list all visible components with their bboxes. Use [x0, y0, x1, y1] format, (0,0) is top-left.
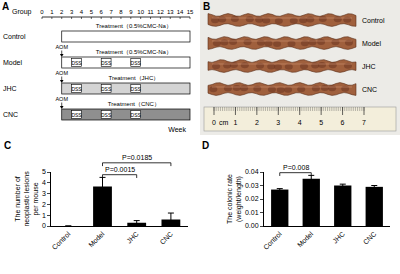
svg-text:6: 6 — [100, 9, 104, 15]
svg-text:0.01: 0.01 — [245, 209, 259, 216]
svg-text:P=0.0185: P=0.0185 — [122, 154, 152, 161]
svg-text:4: 4 — [42, 179, 46, 186]
svg-text:JHC: JHC — [3, 85, 17, 92]
svg-text:7: 7 — [109, 9, 113, 15]
svg-text:0.00: 0.00 — [245, 222, 259, 229]
svg-text:0.03: 0.03 — [245, 182, 259, 189]
svg-text:4: 4 — [298, 119, 302, 126]
svg-text:CNC: CNC — [362, 230, 378, 246]
svg-text:2: 2 — [60, 9, 64, 15]
svg-text:JHC: JHC — [362, 63, 376, 70]
svg-text:5: 5 — [90, 9, 94, 15]
svg-text:0: 0 — [212, 119, 216, 126]
svg-text:cm: cm — [219, 119, 229, 126]
svg-text:8: 8 — [119, 9, 123, 15]
svg-text:0.02: 0.02 — [245, 195, 259, 202]
svg-text:Control: Control — [51, 230, 72, 251]
svg-text:B: B — [203, 1, 210, 12]
svg-text:DSS: DSS — [101, 112, 112, 118]
svg-text:15: 15 — [187, 9, 194, 15]
svg-text:P=0.0015: P=0.0015 — [105, 166, 135, 173]
svg-text:JHC: JHC — [125, 230, 140, 245]
svg-text:4: 4 — [80, 9, 84, 15]
svg-text:10: 10 — [137, 9, 144, 15]
svg-text:D: D — [202, 140, 209, 151]
svg-text:5: 5 — [319, 119, 323, 126]
svg-text:Model: Model — [362, 40, 382, 47]
svg-text:3: 3 — [42, 190, 46, 197]
svg-text:DSS: DSS — [131, 86, 142, 92]
svg-text:DSS: DSS — [101, 60, 112, 66]
svg-text:C: C — [4, 140, 11, 151]
svg-text:Treatment（0.5%CMC-Na）: Treatment（0.5%CMC-Na） — [96, 49, 172, 56]
svg-text:Week: Week — [168, 126, 186, 133]
svg-text:DSS: DSS — [71, 86, 82, 92]
svg-text:14: 14 — [177, 9, 184, 15]
svg-text:1: 1 — [50, 9, 54, 15]
svg-text:Treatment（0.5%CMC-Na）: Treatment（0.5%CMC-Na） — [96, 23, 172, 30]
svg-text:P=0.008: P=0.008 — [283, 164, 309, 171]
svg-text:DSS: DSS — [131, 112, 142, 118]
svg-text:Model: Model — [87, 230, 106, 249]
svg-text:3: 3 — [70, 9, 74, 15]
svg-text:13: 13 — [167, 9, 174, 15]
svg-text:DSS: DSS — [101, 86, 112, 92]
svg-text:0.04: 0.04 — [245, 168, 259, 175]
svg-text:6: 6 — [341, 119, 345, 126]
svg-text:AOM: AOM — [55, 44, 68, 50]
svg-text:DSS: DSS — [71, 60, 82, 66]
svg-text:1: 1 — [42, 212, 46, 219]
svg-text:Control: Control — [262, 230, 283, 251]
svg-text:0: 0 — [40, 9, 44, 15]
svg-text:CNC: CNC — [3, 111, 18, 118]
svg-text:2: 2 — [42, 201, 46, 208]
svg-text:12: 12 — [157, 9, 164, 15]
svg-text:Control: Control — [362, 17, 385, 24]
svg-text:5: 5 — [42, 168, 46, 175]
svg-text:Model: Model — [296, 230, 315, 249]
svg-text:2: 2 — [255, 119, 259, 126]
svg-text:A: A — [2, 1, 9, 12]
svg-text:AOM: AOM — [55, 96, 68, 102]
svg-text:The colonic rate(weight/length: The colonic rate(weight/length) — [226, 174, 243, 224]
svg-text:11: 11 — [147, 9, 154, 15]
svg-text:The number ofneoplastic lesion: The number ofneoplastic lesionsper mouse — [14, 171, 40, 227]
svg-text:Model: Model — [3, 59, 23, 66]
svg-text:CNC: CNC — [362, 86, 377, 93]
svg-text:0: 0 — [42, 222, 46, 229]
svg-text:Treatment（CNC）: Treatment（CNC） — [108, 101, 160, 108]
svg-text:9: 9 — [129, 9, 133, 15]
svg-text:Treatment（JHC）: Treatment（JHC） — [108, 75, 159, 82]
svg-text:3: 3 — [276, 119, 280, 126]
svg-text:1: 1 — [233, 119, 237, 126]
svg-text:JHC: JHC — [331, 230, 346, 245]
svg-text:Control: Control — [3, 33, 26, 40]
svg-text:DSS: DSS — [131, 60, 142, 66]
svg-text:Group: Group — [12, 8, 32, 16]
svg-text:AOM: AOM — [55, 70, 68, 76]
svg-text:7: 7 — [362, 119, 366, 126]
svg-text:CNC: CNC — [158, 230, 174, 246]
svg-text:DSS: DSS — [71, 112, 82, 118]
